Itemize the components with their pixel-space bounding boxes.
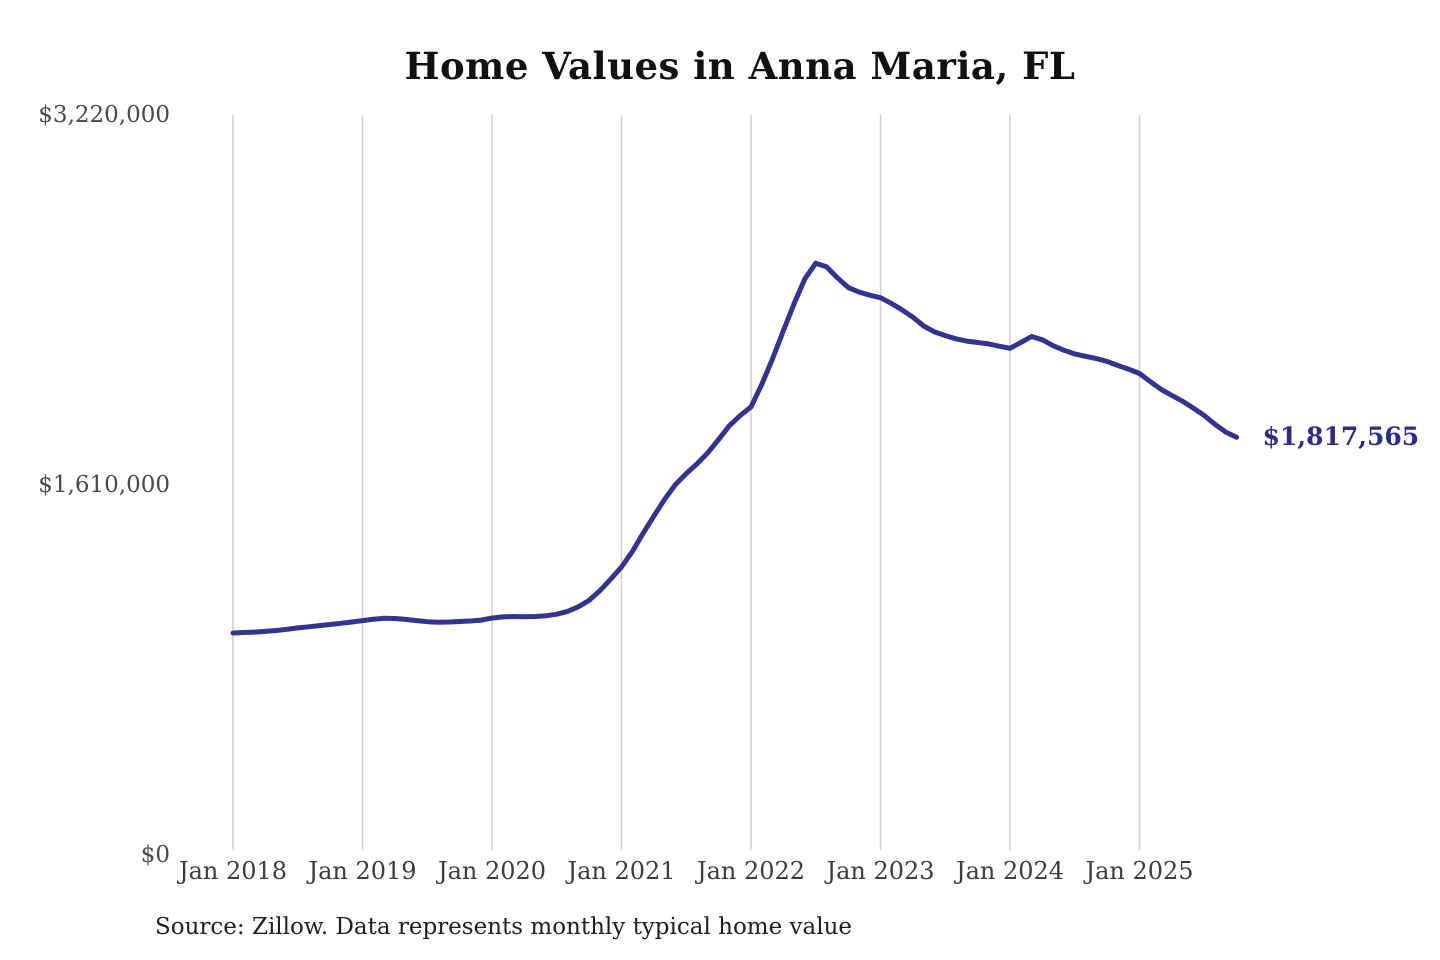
chart-title: Home Values in Anna Maria, FL bbox=[404, 44, 1076, 88]
latest-value-label: $1,817,565 bbox=[1262, 422, 1420, 452]
home-value-line bbox=[230, 260, 1240, 636]
x-tick-label: Jan 2020 bbox=[437, 857, 547, 885]
x-tick-label: Jan 2022 bbox=[696, 857, 806, 885]
x-tick-label: Jan 2019 bbox=[308, 857, 417, 885]
y-tick-label: $1,610,000 bbox=[38, 472, 170, 498]
y-tick-label: $0 bbox=[140, 842, 170, 868]
x-tick-label: Jan 2024 bbox=[955, 857, 1065, 885]
gridlines bbox=[232, 115, 1141, 850]
x-tick-label: Jan 2025 bbox=[1085, 857, 1194, 885]
source-note: Source: Zillow. Data represents monthly … bbox=[155, 914, 853, 940]
x-tick-label: Jan 2018 bbox=[178, 857, 288, 885]
x-tick-label: Jan 2023 bbox=[826, 857, 935, 885]
x-tick-label: Jan 2021 bbox=[567, 857, 676, 885]
y-tick-label: $3,220,000 bbox=[38, 102, 170, 128]
